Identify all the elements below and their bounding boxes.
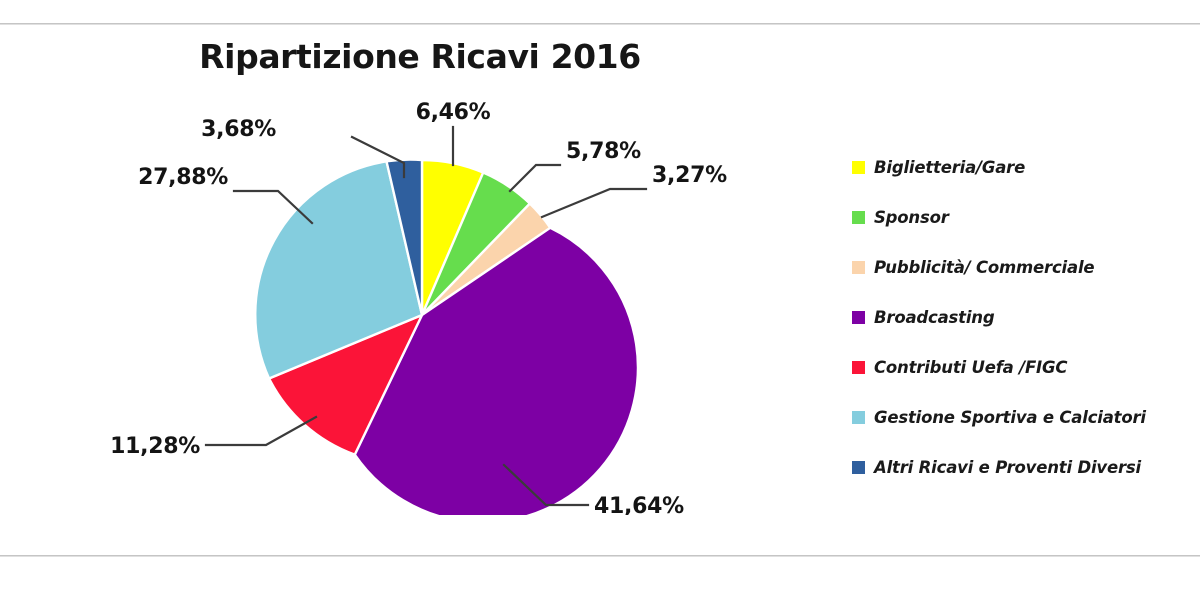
bottom-divider bbox=[0, 555, 1200, 557]
callout-label-gestione: 27,88% bbox=[138, 165, 228, 190]
callout-label-sponsor: 5,78% bbox=[566, 139, 641, 164]
leader-line-gestione bbox=[232, 189, 314, 225]
leader-line-altri bbox=[350, 135, 406, 179]
callout-labels: 3,68% 6,46% 5,78% 3,27% 27,88% 11,28% 41… bbox=[110, 100, 727, 515]
legend-item-contributi[interactable]: Contributi Uefa /FIGC bbox=[852, 342, 1192, 392]
callout-label-broadcasting: 41,64% bbox=[594, 494, 684, 515]
chart-legend: Biglietteria/Gare Sponsor Pubblicità/ Co… bbox=[852, 142, 1192, 492]
pie-chart-svg: 3,68% 6,46% 5,78% 3,27% 27,88% 11,28% 41… bbox=[110, 100, 727, 515]
legend-label-broadcasting: Broadcasting bbox=[874, 307, 995, 327]
legend-label-contributi: Contributi Uefa /FIGC bbox=[874, 357, 1068, 377]
legend-label-sponsor: Sponsor bbox=[874, 207, 949, 227]
legend-label-gestione: Gestione Sportiva e Calciatori bbox=[874, 407, 1146, 427]
leader-line-sponsor bbox=[508, 163, 562, 193]
pie-slice-broadcasting[interactable] bbox=[353, 226, 640, 515]
legend-swatch-biglietteria bbox=[852, 160, 865, 174]
leader-line-pubblicita bbox=[540, 187, 648, 219]
callout-label-pubblicita: 3,27% bbox=[652, 163, 727, 188]
legend-item-biglietteria[interactable]: Biglietteria/Gare bbox=[852, 142, 1192, 192]
top-divider bbox=[0, 23, 1200, 25]
leader-line-contributi bbox=[204, 415, 318, 447]
callout-label-biglietteria: 6,46% bbox=[416, 100, 491, 125]
pie-chart-container: Ripartizione Ricavi 2016 bbox=[0, 25, 1200, 555]
legend-swatch-contributi bbox=[852, 360, 865, 374]
callout-leader-lines bbox=[204, 125, 648, 507]
pie-slices bbox=[254, 158, 640, 515]
legend-label-pubblicita: Pubblicità/ Commerciale bbox=[874, 257, 1095, 277]
legend-item-broadcasting[interactable]: Broadcasting bbox=[852, 292, 1192, 342]
legend-swatch-broadcasting bbox=[852, 310, 865, 324]
legend-swatch-gestione bbox=[852, 410, 865, 424]
callout-label-contributi: 11,28% bbox=[110, 434, 200, 459]
legend-swatch-sponsor bbox=[852, 210, 865, 224]
legend-item-pubblicita[interactable]: Pubblicità/ Commerciale bbox=[852, 242, 1192, 292]
leader-line-broadcasting bbox=[502, 463, 590, 507]
pie-slice-altri[interactable] bbox=[385, 158, 424, 317]
page-title: Ripartizione Ricavi 2016 bbox=[199, 37, 641, 76]
pie-slice-contributi[interactable] bbox=[267, 313, 424, 456]
legend-item-altri[interactable]: Altri Ricavi e Proventi Diversi bbox=[852, 442, 1192, 492]
pie-slice-gestione[interactable] bbox=[254, 160, 424, 380]
legend-label-biglietteria: Biglietteria/Gare bbox=[874, 157, 1026, 177]
legend-item-gestione[interactable]: Gestione Sportiva e Calciatori bbox=[852, 392, 1192, 442]
legend-swatch-altri bbox=[852, 460, 865, 474]
callout-label-altri: 3,68% bbox=[201, 117, 276, 142]
legend-item-sponsor[interactable]: Sponsor bbox=[852, 192, 1192, 242]
legend-label-altri: Altri Ricavi e Proventi Diversi bbox=[874, 457, 1141, 477]
legend-swatch-pubblicita bbox=[852, 260, 865, 274]
